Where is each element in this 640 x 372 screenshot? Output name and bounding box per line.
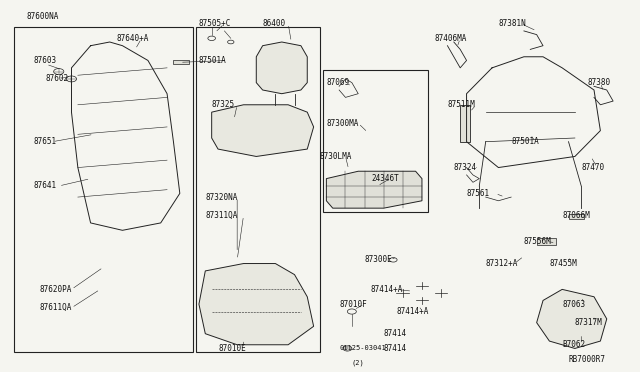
Text: 87325: 87325 — [212, 100, 235, 109]
Text: 87511M: 87511M — [447, 100, 475, 109]
Text: 87311QA: 87311QA — [205, 211, 237, 220]
Text: 87501A: 87501A — [511, 137, 539, 146]
Text: 87602: 87602 — [46, 74, 69, 83]
Polygon shape — [199, 263, 314, 345]
Text: 87300E: 87300E — [365, 255, 392, 264]
Text: 24346T: 24346T — [371, 174, 399, 183]
Text: B7062: B7062 — [562, 340, 585, 349]
Text: 8730LMA: 8730LMA — [320, 152, 353, 161]
Text: 87455M: 87455M — [549, 259, 577, 268]
Text: 87406MA: 87406MA — [435, 34, 467, 43]
Text: 86400: 86400 — [262, 19, 286, 28]
Text: 87317M: 87317M — [575, 318, 603, 327]
Text: 87556M: 87556M — [524, 237, 552, 246]
Text: RB7000R7: RB7000R7 — [568, 355, 605, 364]
Text: 87470: 87470 — [581, 163, 604, 172]
Bar — [14, 27, 193, 352]
Text: 87603: 87603 — [33, 56, 56, 65]
Text: 87611QA: 87611QA — [40, 303, 72, 312]
Polygon shape — [537, 289, 607, 349]
Polygon shape — [212, 105, 314, 157]
Text: 87324: 87324 — [454, 163, 477, 172]
Text: 87561: 87561 — [467, 189, 490, 198]
Text: 87069: 87069 — [326, 78, 349, 87]
Bar — [568, 214, 584, 219]
Text: 87414+A: 87414+A — [371, 285, 403, 294]
Text: 87380: 87380 — [588, 78, 611, 87]
Text: 87505+C: 87505+C — [199, 19, 231, 28]
Text: 87641: 87641 — [33, 182, 56, 190]
Text: 87620PA: 87620PA — [40, 285, 72, 294]
Bar — [173, 60, 189, 64]
Text: (2): (2) — [352, 360, 365, 366]
Text: 87010F: 87010F — [339, 300, 367, 309]
Text: 87414: 87414 — [384, 329, 407, 338]
Text: 87640+A: 87640+A — [116, 34, 148, 43]
Text: 87010E: 87010E — [218, 344, 246, 353]
Text: 87501A: 87501A — [199, 56, 227, 65]
Bar — [537, 238, 556, 245]
Text: 87312+A: 87312+A — [486, 259, 518, 268]
Text: 87414: 87414 — [384, 344, 407, 353]
Text: 87414+A: 87414+A — [396, 307, 429, 316]
Text: 87320NA: 87320NA — [205, 193, 237, 202]
Bar — [196, 27, 320, 352]
Bar — [460, 105, 470, 142]
Polygon shape — [256, 42, 307, 94]
Text: 87600NA: 87600NA — [27, 12, 60, 21]
Text: 87063: 87063 — [562, 300, 585, 309]
Bar — [323, 70, 428, 212]
Text: 87066M: 87066M — [562, 211, 590, 220]
Text: 87381N: 87381N — [499, 19, 526, 28]
Text: 87651: 87651 — [33, 137, 56, 146]
Text: 87300MA: 87300MA — [326, 119, 359, 128]
Polygon shape — [326, 171, 422, 208]
Text: 01125-03041: 01125-03041 — [339, 346, 386, 352]
